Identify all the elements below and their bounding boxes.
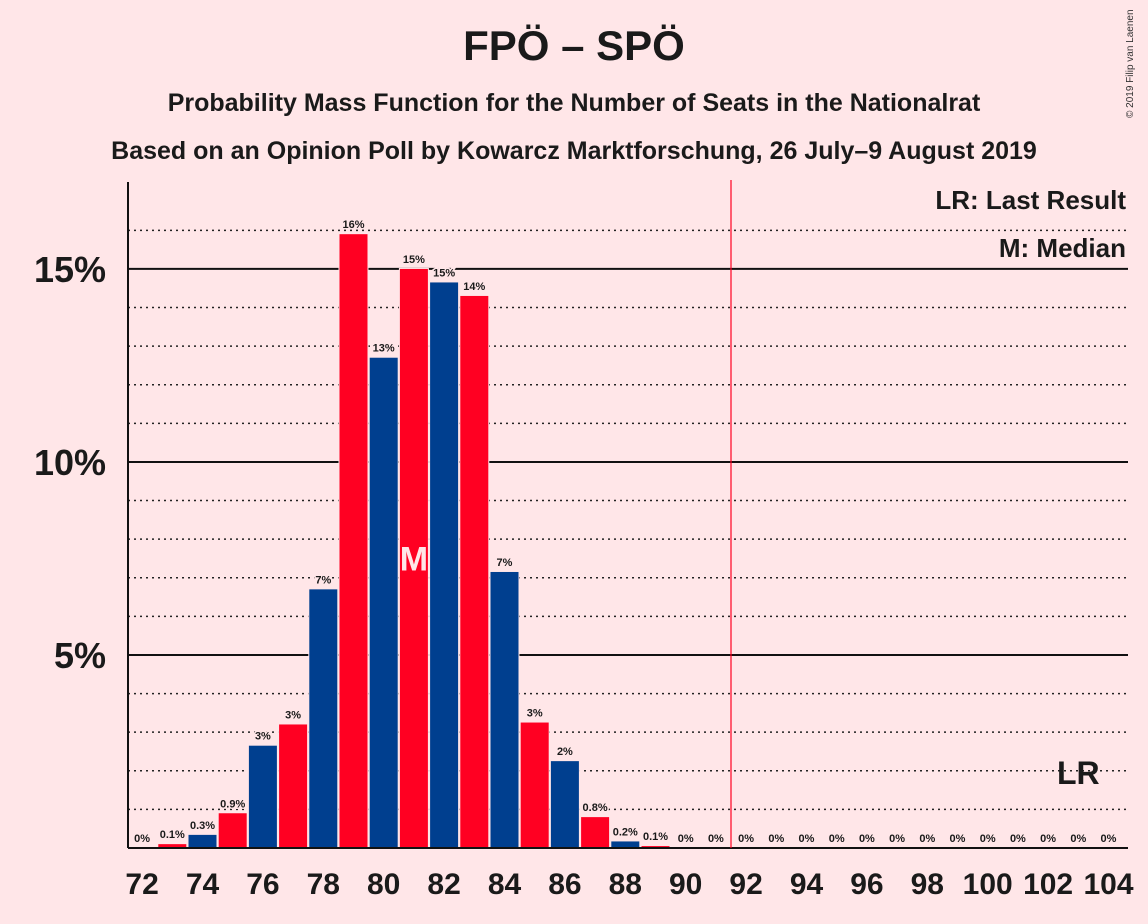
grid-lines [128,229,1128,811]
data-label-seat-84: 7% [497,557,513,569]
data-label-seat-86: 2% [557,746,573,758]
data-label-seat-92: 0% [738,833,754,845]
data-label-seat-85: 3% [527,708,543,720]
x-tick-label: 78 [307,868,340,901]
bar-seat-83 [460,295,489,848]
chart-subtitle: Probability Mass Function for the Number… [167,89,981,117]
data-label-seat-80: 13% [373,343,395,355]
axes [127,182,1128,849]
bar-seat-86 [550,761,579,848]
x-tick-label: 76 [246,868,279,901]
x-tick-label: 90 [669,868,702,901]
bars [157,233,671,849]
x-tick-label: 88 [609,868,642,901]
data-label-seat-89: 0.1% [643,831,668,843]
data-labels: 0% 0.1% 0.3% 0.9% 3% 3% 7% 16% 13% 15% 15% 14% 7% 3% 2… [133,218,1119,847]
bar-seat-80 [369,357,398,848]
legend-median: M: Median [999,233,1126,263]
data-label-seat-96: 0% [859,833,875,845]
data-label-seat-88: 0.2% [613,826,638,838]
x-tick-label: 84 [488,868,522,901]
x-tick-label: 104 [1083,868,1133,901]
bar-seat-82 [430,282,459,848]
y-tick-label: 15% [34,249,106,290]
data-label-seat-77: 3% [285,709,301,721]
data-label-seat-100: 0% [980,833,996,845]
data-label-seat-95: 0% [829,833,845,845]
chart-subtitle-poll: Based on an Opinion Poll by Kowarcz Mark… [111,137,1037,165]
x-tick-label: 96 [850,868,883,901]
bar-seat-81 [399,268,428,848]
x-tick-label: 100 [963,868,1013,901]
median-marker: M [400,540,428,578]
x-tick-label: 74 [186,868,220,901]
x-tick-label: 92 [729,868,762,901]
annotations: M LR LR: Last Result M: Median [400,180,1129,848]
tick-labels: 5% 10% 15% 72 74 76 78 80 82 84 86 88 90 92 94 96 98 100 1… [34,249,1134,901]
data-label-seat-102: 0% [1040,833,1056,845]
data-label-seat-74: 0.3% [190,820,215,832]
x-tick-label: 80 [367,868,400,901]
data-label-seat-99: 0% [950,833,966,845]
bar-seat-85 [520,722,549,848]
data-label-seat-90: 0% [678,833,694,845]
data-label-seat-73: 0.1% [160,829,185,841]
data-label-seat-87: 0.8% [583,802,608,814]
data-label-seat-75: 0.9% [220,798,245,810]
data-label-seat-79: 16% [342,219,364,231]
x-tick-label: 94 [790,868,824,901]
last-result-marker: LR [1057,755,1100,791]
y-tick-label: 10% [34,442,106,483]
data-label-seat-83: 14% [463,281,485,293]
x-tick-label: 82 [427,868,460,901]
data-label-seat-81: 15% [403,254,425,266]
data-label-seat-91: 0% [708,833,724,845]
data-label-seat-82: 15% [433,267,455,279]
bar-seat-79 [339,234,368,849]
data-label-seat-93: 0% [768,833,784,845]
data-label-seat-94: 0% [799,833,815,845]
bar-seat-73 [158,844,187,848]
bar-seat-74 [188,834,217,848]
bar-seat-88 [611,841,640,848]
data-label-seat-97: 0% [889,833,905,845]
x-tick-label: 102 [1023,868,1073,901]
bar-seat-84 [490,571,519,848]
data-label-seat-72: 0% [134,833,150,845]
x-tick-label: 86 [548,868,581,901]
bar-seat-78 [309,589,338,848]
data-label-seat-76: 3% [255,731,271,743]
data-label-seat-103: 0% [1070,833,1086,845]
chart-title: FPÖ – SPÖ [463,22,685,69]
bar-seat-76 [248,745,277,848]
y-tick-label: 5% [54,635,106,676]
data-label-seat-98: 0% [919,833,935,845]
data-label-seat-104: 0% [1101,833,1117,845]
x-tick-label: 72 [125,868,158,901]
x-tick-label: 98 [911,868,944,901]
bar-seat-75 [218,813,247,848]
data-label-seat-101: 0% [1010,833,1026,845]
legend-last-result: LR: Last Result [935,185,1126,215]
data-label-seat-78: 7% [315,574,331,586]
bar-seat-77 [279,724,308,848]
bar-seat-87 [581,817,610,848]
